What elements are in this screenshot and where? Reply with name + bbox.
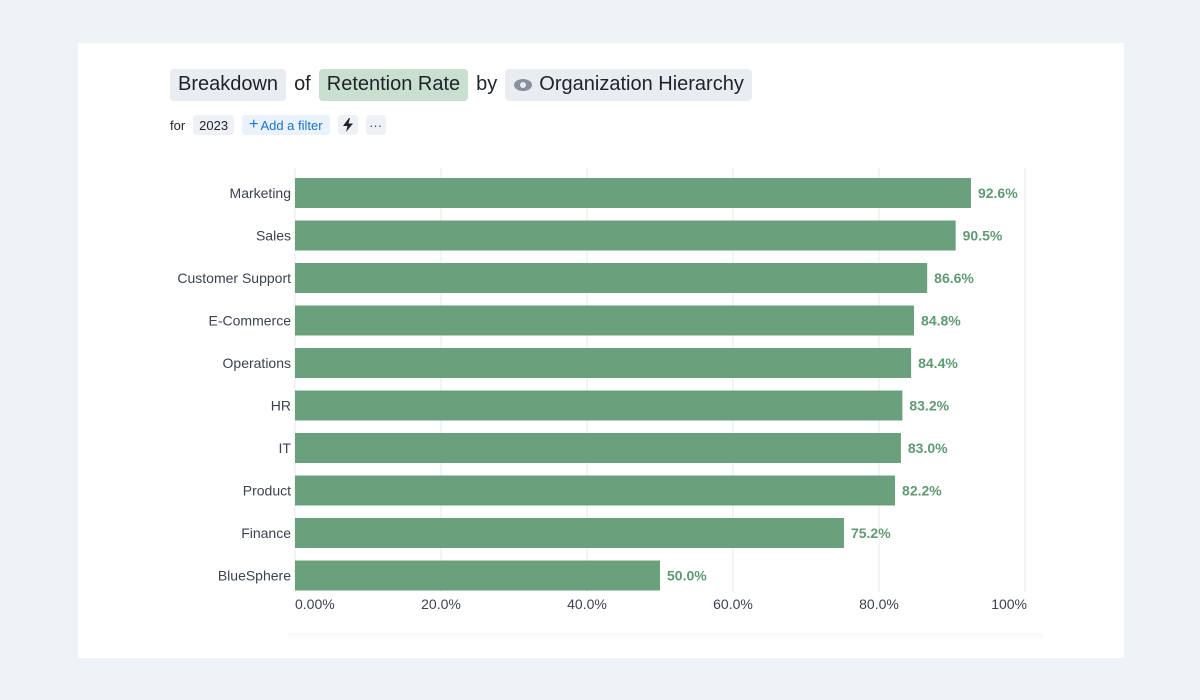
bar[interactable] xyxy=(295,560,660,591)
x-tick-label: 100% xyxy=(991,596,1027,612)
category-label: E-Commerce xyxy=(209,313,292,329)
by-text: by xyxy=(476,73,498,95)
chart-bottom-fade xyxy=(288,633,1043,641)
x-tick-label: 40.0% xyxy=(567,596,607,612)
x-tick-label: 80.0% xyxy=(859,596,899,612)
for-label: for xyxy=(170,117,186,133)
filter-bar: for 2023 + Add a filter ··· xyxy=(170,115,386,135)
value-label: 75.2% xyxy=(851,525,891,541)
category-label: Product xyxy=(243,483,291,499)
bar[interactable] xyxy=(295,518,844,548)
bar[interactable] xyxy=(295,348,912,378)
bar[interactable] xyxy=(295,178,971,208)
dimension-label: Organization Hierarchy xyxy=(539,73,744,95)
x-tick-label: 0.00% xyxy=(295,596,335,612)
year-chip[interactable]: 2023 xyxy=(193,115,235,135)
category-label: BlueSphere xyxy=(218,568,291,584)
category-label: IT xyxy=(279,440,292,456)
eye-icon xyxy=(514,78,533,91)
bar-chart: 0.00% 20.0% 40.0% 60.0% 80.0% 100% Marketing 92… xyxy=(177,168,1027,612)
plus-icon: + xyxy=(249,116,259,133)
bar[interactable] xyxy=(295,263,928,293)
value-label: 84.8% xyxy=(921,313,961,329)
metric-pill[interactable]: Retention Rate xyxy=(318,68,469,101)
category-label: Sales xyxy=(256,228,291,244)
chart-card: Breakdown of Retention Rate by Organizat… xyxy=(78,43,1124,658)
bar[interactable] xyxy=(295,220,956,251)
query-title: Breakdown of Retention Rate by Organizat… xyxy=(170,68,752,101)
value-label: 83.0% xyxy=(908,440,948,456)
bars xyxy=(295,178,971,591)
category-label: Operations xyxy=(223,355,291,371)
lightning-button[interactable] xyxy=(337,115,358,135)
bar[interactable] xyxy=(295,305,915,336)
value-label: 83.2% xyxy=(909,398,949,414)
x-tick-label: 20.0% xyxy=(421,596,461,612)
add-filter-button[interactable]: + Add a filter xyxy=(242,115,330,135)
value-label: 50.0% xyxy=(667,568,707,584)
category-label: Marketing xyxy=(230,185,291,201)
of-text: of xyxy=(294,73,311,95)
category-label: HR xyxy=(271,398,291,414)
value-label: 86.6% xyxy=(934,270,974,286)
breakdown-pill[interactable]: Breakdown xyxy=(170,68,287,101)
category-label: Customer Support xyxy=(177,270,291,286)
bar[interactable] xyxy=(295,433,901,463)
dimension-pill[interactable]: Organization Hierarchy xyxy=(505,68,752,101)
value-label: 90.5% xyxy=(963,228,1003,244)
more-icon: ··· xyxy=(369,117,383,133)
category-label: Finance xyxy=(241,525,291,541)
bar[interactable] xyxy=(295,390,903,421)
lightning-icon xyxy=(342,118,353,132)
value-label: 82.2% xyxy=(902,483,942,499)
value-label: 92.6% xyxy=(978,185,1018,201)
add-filter-label: Add a filter xyxy=(260,117,323,133)
bar[interactable] xyxy=(295,475,896,506)
labels: 0.00% 20.0% 40.0% 60.0% 80.0% 100% Marketing 92… xyxy=(177,185,1027,612)
more-button[interactable]: ··· xyxy=(365,115,386,135)
value-label: 84.4% xyxy=(918,355,958,371)
x-tick-label: 60.0% xyxy=(713,596,753,612)
